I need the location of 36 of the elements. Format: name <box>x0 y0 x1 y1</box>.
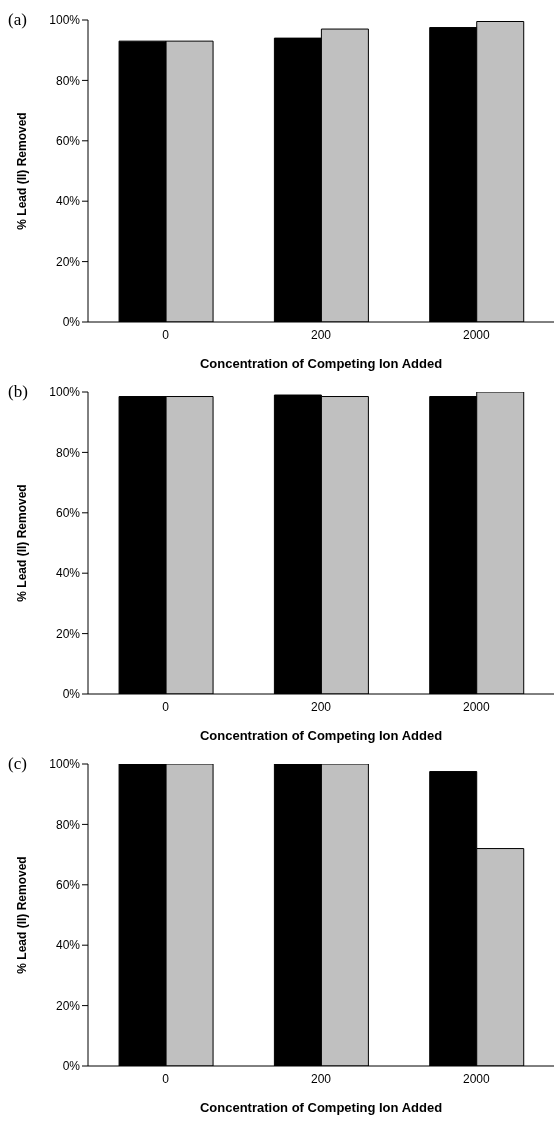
y-tick-label: 0% <box>62 687 81 702</box>
y-tick-label: 60% <box>55 878 81 893</box>
y-tick-label: 60% <box>55 506 81 521</box>
x-tick-label: 0 <box>162 327 170 342</box>
y-axis-title: % Lead (II) Removed <box>15 484 30 602</box>
y-tick-label: 20% <box>55 998 81 1013</box>
y-tick-label: 60% <box>55 134 81 149</box>
x-tick-label: 200 <box>310 699 332 714</box>
x-tick-label: 2000 <box>462 1071 490 1086</box>
chart-title: (b) <box>8 382 28 402</box>
x-tick-label: 2000 <box>462 699 490 714</box>
y-axis-title: % Lead (II) Removed <box>15 856 30 974</box>
x-axis-title: Concentration of Competing Ion Added <box>199 728 443 743</box>
y-tick-label: 20% <box>55 626 81 641</box>
x-tick-label: 0 <box>162 1071 170 1086</box>
x-tick-label: 0 <box>162 699 170 714</box>
y-tick-label: 0% <box>62 315 81 330</box>
y-tick-label: 100% <box>49 13 81 28</box>
x-tick-label: 200 <box>310 327 332 342</box>
y-tick-label: 40% <box>55 194 81 209</box>
y-tick-label: 40% <box>55 938 81 953</box>
y-tick-label: 100% <box>49 385 81 400</box>
x-axis-title: Concentration of Competing Ion Added <box>199 1100 443 1115</box>
y-tick-label: 80% <box>55 445 81 460</box>
y-tick-label: 40% <box>55 566 81 581</box>
y-tick-label: 0% <box>62 1059 81 1074</box>
chart-title: (a) <box>8 10 27 30</box>
x-tick-label: 200 <box>310 1071 332 1086</box>
y-axis-title: % Lead (II) Removed <box>15 112 30 230</box>
y-tick-label: 80% <box>55 817 81 832</box>
x-axis-title: Concentration of Competing Ion Added <box>199 356 443 371</box>
y-tick-label: 100% <box>49 757 81 772</box>
y-tick-label: 80% <box>55 73 81 88</box>
y-tick-label: 20% <box>55 254 81 269</box>
x-tick-label: 2000 <box>462 327 490 342</box>
chart-title: (c) <box>8 754 27 774</box>
